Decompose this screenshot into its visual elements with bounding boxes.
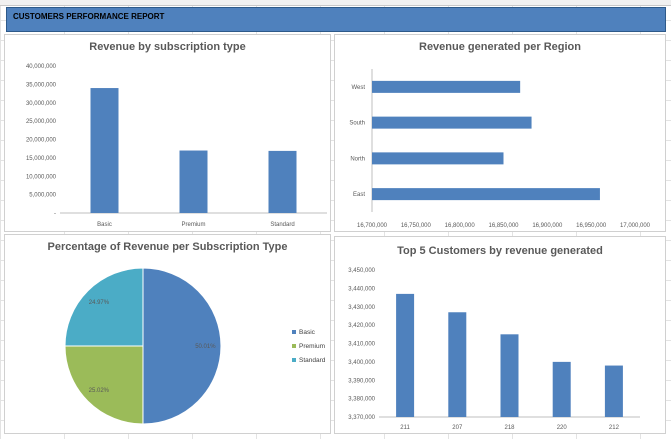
y-tick-label: 5,000,000 xyxy=(29,193,56,199)
chart-plot: 16,700,000 16,750,000 16,800,000 16,850,000… xyxy=(349,69,651,229)
bar xyxy=(552,361,571,417)
legend-item: Basic xyxy=(292,325,325,339)
x-tick-label: Premium xyxy=(181,222,205,228)
legend-swatch xyxy=(292,330,296,334)
bar xyxy=(500,334,519,417)
bar xyxy=(372,152,504,165)
bar xyxy=(372,80,521,93)
x-tick-label: 16,800,000 xyxy=(445,223,476,229)
x-tick-label: 16,950,000 xyxy=(576,223,607,229)
legend-item: Premium xyxy=(292,339,325,353)
x-tick-label: Basic xyxy=(97,222,112,228)
bar xyxy=(448,312,467,417)
chart-revenue-by-subscription[interactable]: Revenue by subscription type - 5,000,000 1… xyxy=(4,34,331,232)
y-tick-label: 40,000,000 xyxy=(26,64,57,70)
bar xyxy=(396,293,415,417)
bar xyxy=(268,150,297,213)
x-tick-label: 16,700,000 xyxy=(357,223,388,229)
chart-plot: 3,370,000 3,380,000 3,390,000 3,400,000 3,41… xyxy=(348,268,640,431)
y-tick-label: 3,410,000 xyxy=(348,342,375,348)
x-tick-label: 16,900,000 xyxy=(532,223,563,229)
chart-plot: - 5,000,000 10,000,000 15,000,000 20,000,000… xyxy=(26,64,327,228)
y-tick-label: 3,370,000 xyxy=(348,415,375,421)
x-tick-label: 17,000,000 xyxy=(620,223,651,229)
bar xyxy=(90,88,119,213)
x-tick-label: 16,750,000 xyxy=(401,223,432,229)
x-tick-label: 207 xyxy=(452,425,463,431)
y-tick-label: 3,400,000 xyxy=(348,360,375,366)
chart-revenue-percentage-pie[interactable]: Percentage of Revenue per Subscription T… xyxy=(4,234,331,434)
y-tick-label: 30,000,000 xyxy=(26,101,57,107)
bar xyxy=(372,188,600,201)
chart-revenue-per-region[interactable]: Revenue generated per Region 16,700,000 1… xyxy=(334,34,666,232)
y-tick-label: 15,000,000 xyxy=(26,156,57,162)
report-title: CUSTOMERS PERFORMANCE REPORT xyxy=(13,12,165,21)
column-header-strip xyxy=(0,0,671,6)
x-tick-label: 212 xyxy=(609,425,620,431)
report-banner: CUSTOMERS PERFORMANCE REPORT xyxy=(6,7,666,32)
chart-title: Top 5 Customers by revenue generated xyxy=(397,245,603,257)
y-tick-label: 3,380,000 xyxy=(348,397,375,403)
legend-item: Standard xyxy=(292,353,325,367)
x-tick-label: 16,850,000 xyxy=(488,223,519,229)
pie-slice xyxy=(64,267,144,347)
y-tick-label: 20,000,000 xyxy=(26,138,57,144)
x-tick-label: 218 xyxy=(504,425,515,431)
y-tick-label: - xyxy=(54,211,56,217)
chart-title: Revenue generated per Region xyxy=(419,41,581,53)
chart-title: Revenue by subscription type xyxy=(89,41,246,53)
x-tick-label: 211 xyxy=(400,425,410,431)
bar xyxy=(179,150,208,213)
y-tick-label: South xyxy=(349,121,365,127)
bar xyxy=(372,116,532,129)
x-tick-label: 220 xyxy=(557,425,568,431)
pie-value-label: 50.01% xyxy=(195,344,216,350)
chart-plot: 50.01% 25.02% 24.97% xyxy=(64,267,222,425)
legend-swatch xyxy=(292,358,296,362)
legend-swatch xyxy=(292,344,296,348)
y-tick-label: 3,420,000 xyxy=(348,323,375,329)
bar xyxy=(604,365,623,417)
y-tick-label: West xyxy=(351,85,365,91)
y-tick-label: 3,390,000 xyxy=(348,378,375,384)
pie-value-label: 24.97% xyxy=(89,300,110,306)
pie-legend: Basic Premium Standard xyxy=(292,325,325,367)
y-tick-label: East xyxy=(353,192,365,198)
chart-title: Percentage of Revenue per Subscription T… xyxy=(47,241,288,253)
y-tick-label: 35,000,000 xyxy=(26,82,57,88)
y-tick-label: 3,430,000 xyxy=(348,305,375,311)
y-tick-label: 3,440,000 xyxy=(348,286,375,292)
legend-label: Premium xyxy=(299,342,326,350)
chart-top-customers[interactable]: Top 5 Customers by revenue generated 3,3… xyxy=(334,236,666,434)
pie-slice xyxy=(142,267,222,425)
y-tick-label: 3,450,000 xyxy=(348,268,375,274)
y-tick-label: 25,000,000 xyxy=(26,119,57,125)
pie-value-label: 25.02% xyxy=(89,388,110,394)
y-tick-label: 10,000,000 xyxy=(26,174,57,180)
y-tick-label: North xyxy=(350,156,365,162)
legend-label: Basic xyxy=(299,328,315,336)
legend-label: Standard xyxy=(299,356,326,364)
x-tick-label: Standard xyxy=(270,222,294,228)
pie-slice xyxy=(64,345,144,425)
